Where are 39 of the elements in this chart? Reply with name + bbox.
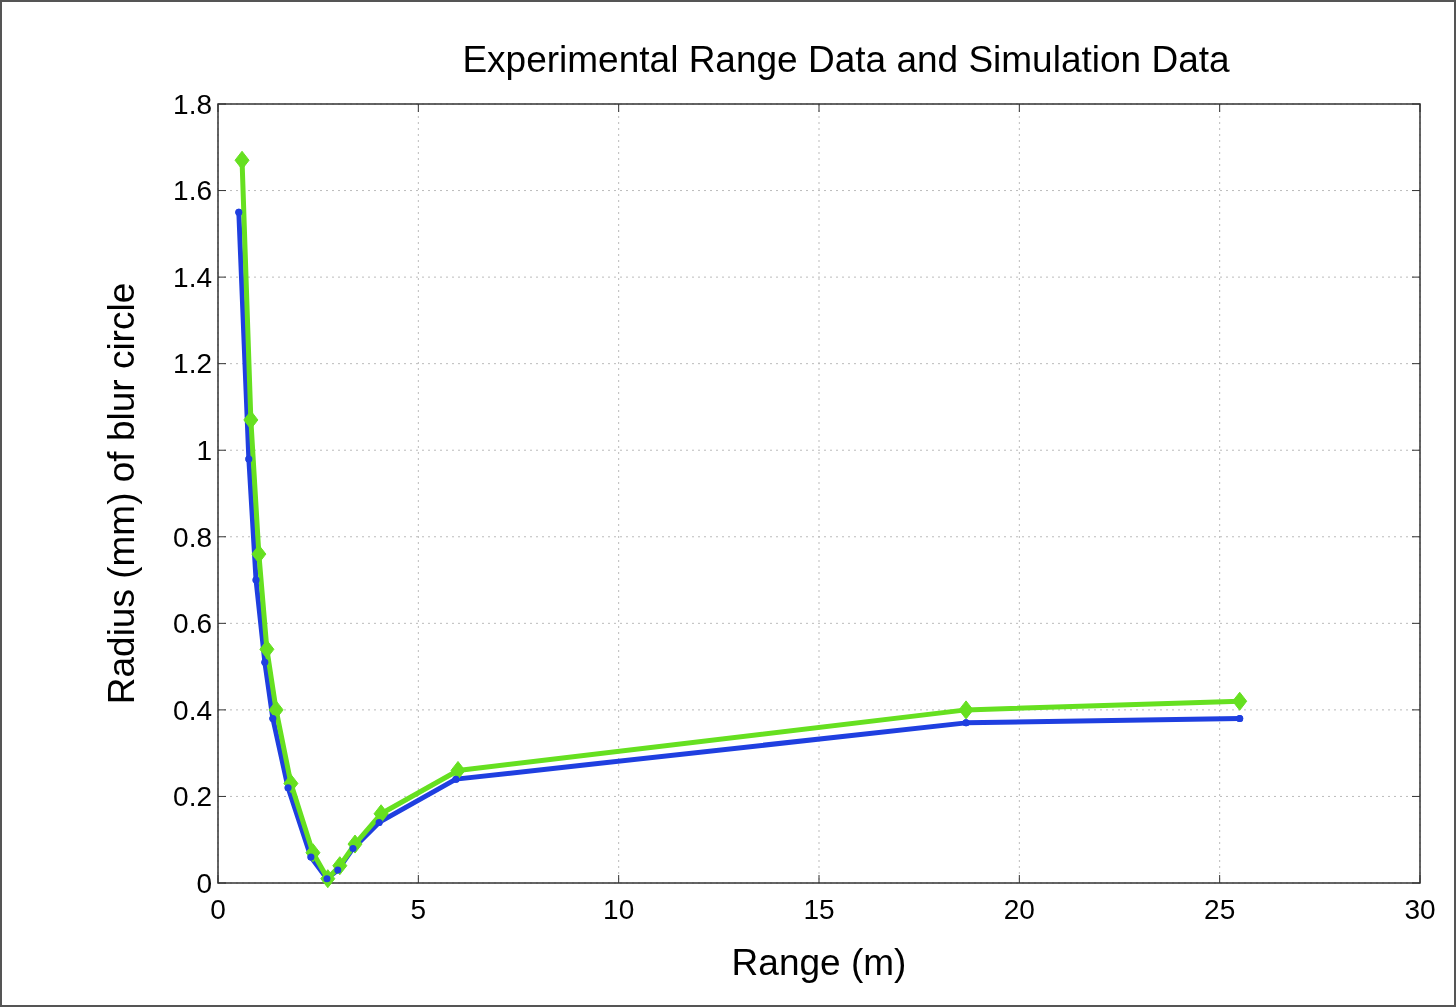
point bbox=[373, 804, 389, 824]
y-tick-label: 0.2 bbox=[173, 781, 212, 813]
y-tick-label: 1.6 bbox=[173, 175, 212, 207]
point bbox=[252, 576, 260, 584]
x-tick-label: 20 bbox=[1003, 894, 1035, 925]
x-tick-label: 5 bbox=[410, 894, 427, 925]
point bbox=[958, 700, 974, 720]
x-tick-label: 10 bbox=[603, 894, 635, 925]
x-tick-label: 15 bbox=[803, 894, 835, 925]
point bbox=[1236, 715, 1244, 723]
x-axis-title: Range (m) bbox=[731, 942, 907, 983]
point bbox=[307, 853, 315, 861]
point bbox=[452, 775, 460, 783]
point bbox=[235, 208, 243, 216]
point bbox=[259, 639, 275, 659]
y-tick-label: 0.6 bbox=[173, 608, 212, 640]
point bbox=[284, 784, 292, 792]
x-tick-label: 30 bbox=[1404, 894, 1436, 925]
y-tick-label: 1 bbox=[196, 435, 212, 467]
point bbox=[269, 715, 277, 723]
point bbox=[1232, 691, 1248, 711]
y-axis-title: Radius (mm) of blur circle bbox=[101, 282, 142, 705]
y-tick-label: 0.8 bbox=[173, 521, 212, 553]
point bbox=[334, 866, 342, 874]
y-tick-label: 0.4 bbox=[173, 694, 212, 726]
point bbox=[243, 410, 259, 430]
point bbox=[251, 544, 267, 564]
x-tick-label: 25 bbox=[1204, 894, 1236, 925]
y-tick-label: 1.8 bbox=[173, 88, 212, 120]
point bbox=[245, 455, 253, 463]
y-tick-label: 1.4 bbox=[173, 261, 212, 293]
point bbox=[962, 719, 970, 727]
y-tick-label: 0 bbox=[196, 867, 212, 899]
point bbox=[261, 658, 269, 666]
point bbox=[450, 760, 466, 780]
y-tick-label: 1.2 bbox=[173, 348, 212, 380]
point bbox=[375, 818, 383, 826]
chart-title: Experimental Range Data and Simulation Data bbox=[462, 39, 1230, 80]
point bbox=[234, 150, 250, 170]
